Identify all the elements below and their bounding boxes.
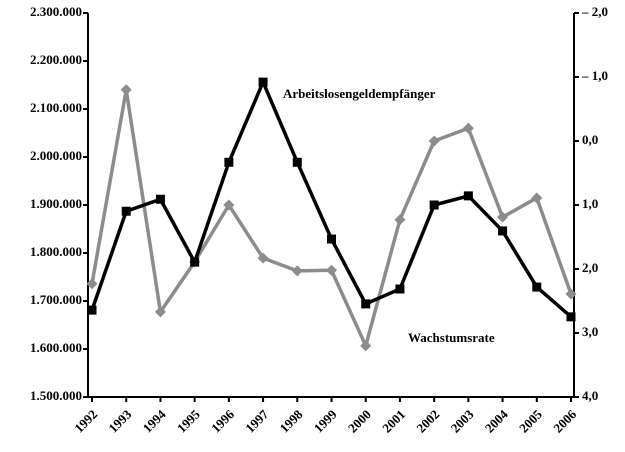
point: [531, 192, 543, 204]
point: [155, 194, 165, 204]
y-tick-label: 1.600.000: [30, 340, 82, 355]
y2-tick-label: 4,0: [582, 388, 598, 403]
point: [257, 252, 269, 264]
point: [361, 299, 371, 309]
y-tick-label: 2.000.000: [30, 148, 82, 163]
x-tick-label: 2001: [379, 407, 408, 436]
point: [86, 278, 98, 290]
point: [429, 200, 439, 210]
point: [532, 282, 542, 292]
point: [395, 284, 405, 294]
x-tick-label: 1992: [71, 407, 100, 436]
point: [327, 234, 336, 244]
series-label: Arbeitslosengeldempfänger: [283, 86, 436, 101]
x-tick-label: 2004: [482, 406, 511, 435]
x-tick-label: 1993: [105, 406, 134, 435]
x-tick-label: 2005: [516, 406, 545, 435]
x-tick-label: 1997: [242, 406, 271, 435]
y2-tick-label: – 1,0: [581, 68, 608, 83]
point: [498, 226, 508, 236]
point: [394, 214, 406, 226]
y-tick-label: 2.100.000: [30, 100, 82, 115]
x-tick-label: 2006: [550, 406, 579, 435]
x-tick-label: 1994: [140, 406, 169, 435]
point: [428, 135, 440, 147]
point: [223, 199, 235, 211]
point: [291, 265, 303, 277]
point: [565, 288, 577, 300]
x-tick-label: 1996: [208, 406, 237, 435]
y-tick-label: 1.500.000: [30, 388, 82, 403]
point: [87, 305, 97, 315]
y2-tick-label: – 2,0: [581, 4, 608, 19]
y2-tick-label: 2,0: [582, 260, 598, 275]
x-tick-label: 2000: [345, 407, 374, 436]
x-tick-label: 2002: [413, 407, 442, 436]
point: [292, 157, 302, 167]
point: [566, 312, 576, 322]
point: [224, 157, 234, 167]
point: [360, 340, 372, 352]
point: [121, 206, 131, 216]
series-label: Wachstumsrate: [408, 330, 495, 345]
y-tick-label: 2.300.000: [30, 4, 82, 19]
point: [462, 122, 474, 134]
y2-tick-label: 3,0: [582, 324, 598, 339]
x-tick-label: 1999: [311, 406, 340, 435]
x-tick-label: 1998: [277, 406, 306, 435]
y-tick-label: 2.200.000: [30, 52, 82, 67]
y2-tick-label: 1,0: [582, 196, 598, 211]
x-tick-label: 2003: [448, 406, 477, 435]
point: [326, 264, 337, 276]
point: [154, 306, 166, 318]
point: [190, 257, 200, 267]
y-tick-label: 1.700.000: [30, 292, 82, 307]
point: [258, 77, 268, 87]
point: [497, 211, 509, 223]
x-tick-label: 1995: [174, 406, 203, 435]
point: [120, 84, 132, 96]
point: [463, 191, 473, 201]
y-tick-label: 1.900.000: [30, 196, 82, 211]
y-tick-label: 1.800.000: [30, 244, 82, 259]
y2-tick-label: 0,0: [582, 132, 598, 147]
